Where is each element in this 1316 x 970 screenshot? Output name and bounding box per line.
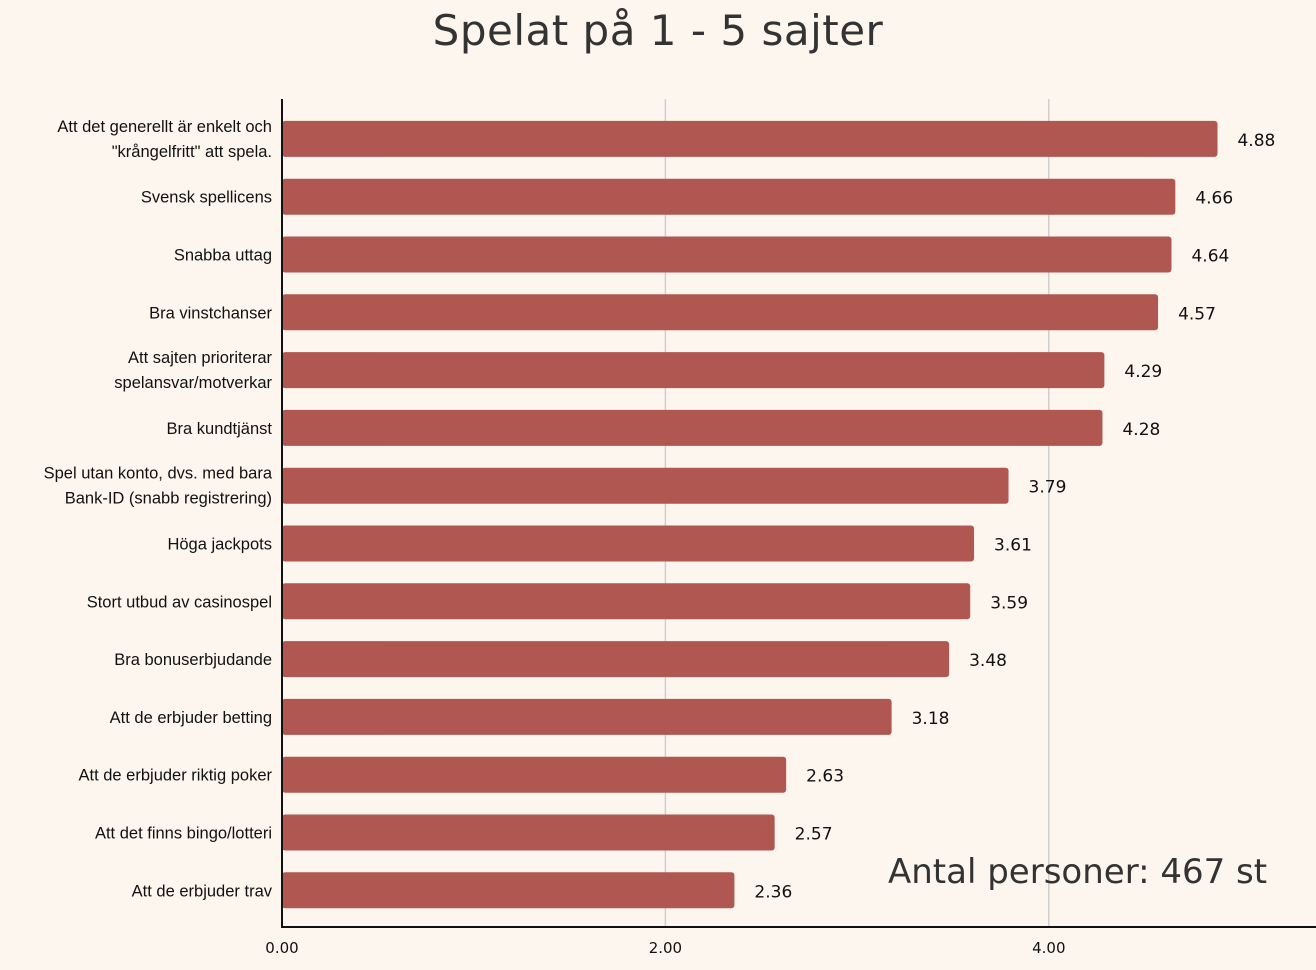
value-label: 3.48 [969,651,1007,671]
value-label: 3.61 [994,536,1032,556]
axes [281,99,1316,928]
bar [282,756,787,793]
category-label: Stort utbud av casinospel [87,593,272,611]
value-label: 4.28 [1122,420,1160,440]
gridlines [664,99,1050,927]
x-tick-label: 4.00 [1032,939,1065,957]
value-label: 4.29 [1124,362,1162,382]
category-label: Svensk spellicens [141,189,272,207]
x-tick-label: 0.00 [265,939,298,957]
bar [282,467,1009,504]
bar [282,294,1159,331]
bar [282,872,735,909]
category-label-line: Svensk spellicens [141,189,272,207]
category-label: Att det generellt är enkelt och "krångelf… [57,118,272,161]
category-label-line: Bra kundtjänst [167,420,273,438]
bar [282,409,1103,446]
sample-size-annotation: Antal personer: 467 st [888,852,1268,892]
bar [282,641,950,678]
category-label-line: Att de erbjuder trav [132,882,273,900]
value-label: 4.66 [1195,189,1233,209]
bar [282,698,892,735]
bars [282,120,1218,909]
bar [282,178,1176,215]
category-label: Bra kundtjänst [167,420,273,438]
category-label: Snabba uttag [174,247,272,265]
category-label-line: Att det generellt är enkelt och [57,118,272,136]
category-label: Att de erbjuder riktig poker [78,767,272,785]
chart-title: Spelat på 1 - 5 sajter [432,6,884,55]
category-label-line: spelansvar/motverkar [114,374,272,392]
value-label: 4.64 [1191,247,1229,267]
value-label: 3.59 [990,593,1028,613]
category-label-line: Bra bonuserbjudande [114,651,272,669]
value-label: 3.79 [1029,478,1067,498]
value-label: 2.36 [754,882,792,902]
category-label: Spel utan konto, dvs. med bara Bank-ID (s… [44,465,273,508]
value-label: 3.18 [912,709,950,729]
category-label: Att de erbjuder betting [110,709,272,727]
value-label: 4.57 [1178,304,1216,324]
bar [282,236,1172,273]
category-label-line: Spel utan konto, dvs. med bara [44,465,273,483]
category-label: Att sajten prioriterar spelansvar/motverk… [114,349,272,392]
value-label: 2.63 [806,767,844,787]
category-label-line: Att de erbjuder betting [110,709,272,727]
category-label: Bra bonuserbjudande [114,651,272,669]
category-label: Att det finns bingo/lotteri [95,825,272,843]
category-label-line: Höga jackpots [167,536,272,554]
bar [282,352,1105,389]
category-label-line: Bank-ID (snabb registrering) [65,490,272,508]
category-label: Bra vinstchanser [149,304,272,322]
bar [282,525,975,562]
x-tick-label: 2.00 [649,939,682,957]
value-label: 4.88 [1237,131,1275,151]
category-label-line: Bra vinstchanser [149,304,272,322]
x-tick-labels: 0.00 2.00 4.00 [265,939,1065,957]
category-label-line: Att det finns bingo/lotteri [95,825,272,843]
value-labels: 4.88 4.66 4.64 4.57 4.29 4.28 3.79 3.61 3.59 3.48… [754,131,1275,902]
category-label: Höga jackpots [167,536,272,554]
bar [282,583,971,620]
category-label-line: Att sajten prioriterar [128,349,272,367]
category-label-line: Att de erbjuder riktig poker [78,767,272,785]
value-label: 2.57 [795,825,833,845]
category-labels: Att det generellt är enkelt och "krångelf… [44,118,273,900]
category-label-line: Snabba uttag [174,247,272,265]
category-label: Att de erbjuder trav [132,882,273,900]
bar [282,814,775,851]
category-label-line: Stort utbud av casinospel [87,593,272,611]
bar [282,120,1218,157]
category-label-line: "krångelfritt" att spela. [112,143,272,161]
